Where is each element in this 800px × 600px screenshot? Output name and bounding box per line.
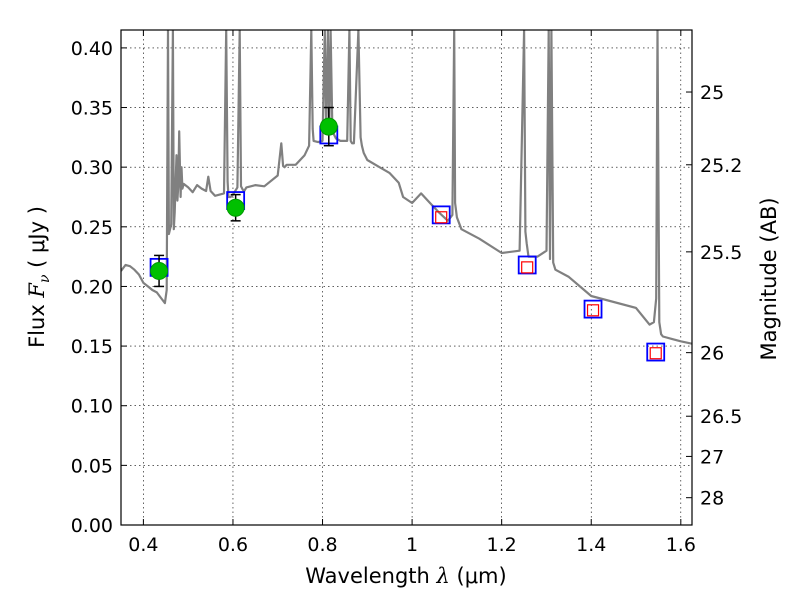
red-square-marker (586, 304, 600, 317)
y-axis-title-suffix: ( μJy ) (25, 206, 49, 274)
x-tick-label: 0.6 (218, 534, 248, 556)
y2-tick-label: 25.5 (700, 242, 742, 264)
y2-tick-label: 28 (700, 488, 724, 510)
green-circle-marker (319, 117, 338, 136)
red-square-marker (521, 261, 534, 274)
y2-axis-title: Magnitude (AB) (757, 197, 781, 360)
green-circle-marker (150, 261, 169, 280)
plot-frame (120, 29, 693, 526)
y-tick-label: 0.35 (71, 98, 113, 120)
model-spectrum-line (121, 30, 692, 345)
y-tick-label: 0.15 (71, 336, 113, 358)
y2-tick-label: 27 (700, 446, 724, 468)
y2-tick-label: 25.2 (700, 155, 742, 177)
grid-lines (121, 30, 692, 526)
y-tick-label: 0.20 (71, 276, 113, 298)
green-circle-marker (226, 198, 245, 217)
y-axis-title-subscript: ν (37, 274, 53, 283)
y-axis-title: Flux Fν ( μJy ) (25, 206, 53, 348)
y2-tick-label: 25 (700, 82, 724, 104)
x-tick-label: 1 (406, 534, 418, 556)
red-square-marker (435, 211, 448, 224)
blue-square-marker (646, 342, 666, 362)
blue-square-marker (431, 205, 451, 225)
y-tick-label: 0.05 (71, 455, 113, 477)
x-axis-title-suffix: (μm) (450, 564, 507, 588)
y-axis-title-prefix: Flux (25, 298, 49, 348)
x-axis-title: Wavelength λ (μm) (305, 564, 506, 588)
x-axis-title-prefix: Wavelength (305, 564, 436, 588)
blue-square-marker (517, 255, 537, 275)
x-tick-label: 1.2 (487, 534, 517, 556)
red-square-marker (649, 347, 662, 360)
y-tick-label: 0.40 (71, 38, 113, 60)
x-tick-label: 0.8 (307, 534, 337, 556)
y-tick-label: 0.25 (71, 217, 113, 239)
x-tick-label: 0.4 (128, 534, 158, 556)
y2-tick-label: 26 (700, 343, 724, 365)
model-spectrum (121, 30, 692, 345)
axis-ticks: 0.4 0.6 0.8 1 1.2 1.4 1.6 0.00 0.05 0.10 0.15 0.20 0… (71, 30, 742, 556)
data-markers (149, 106, 666, 362)
y-tick-label: 0.00 (71, 515, 113, 537)
y-axis-title-symbol: F (25, 282, 49, 299)
y2-tick-label: 26.5 (700, 406, 742, 428)
x-tick-label: 1.6 (666, 534, 696, 556)
blue-square-marker (583, 299, 603, 319)
x-tick-label: 1.4 (576, 534, 606, 556)
x-axis-title-symbol: λ (436, 564, 450, 588)
y-tick-label: 0.10 (71, 396, 113, 418)
y-tick-label: 0.30 (71, 157, 113, 179)
